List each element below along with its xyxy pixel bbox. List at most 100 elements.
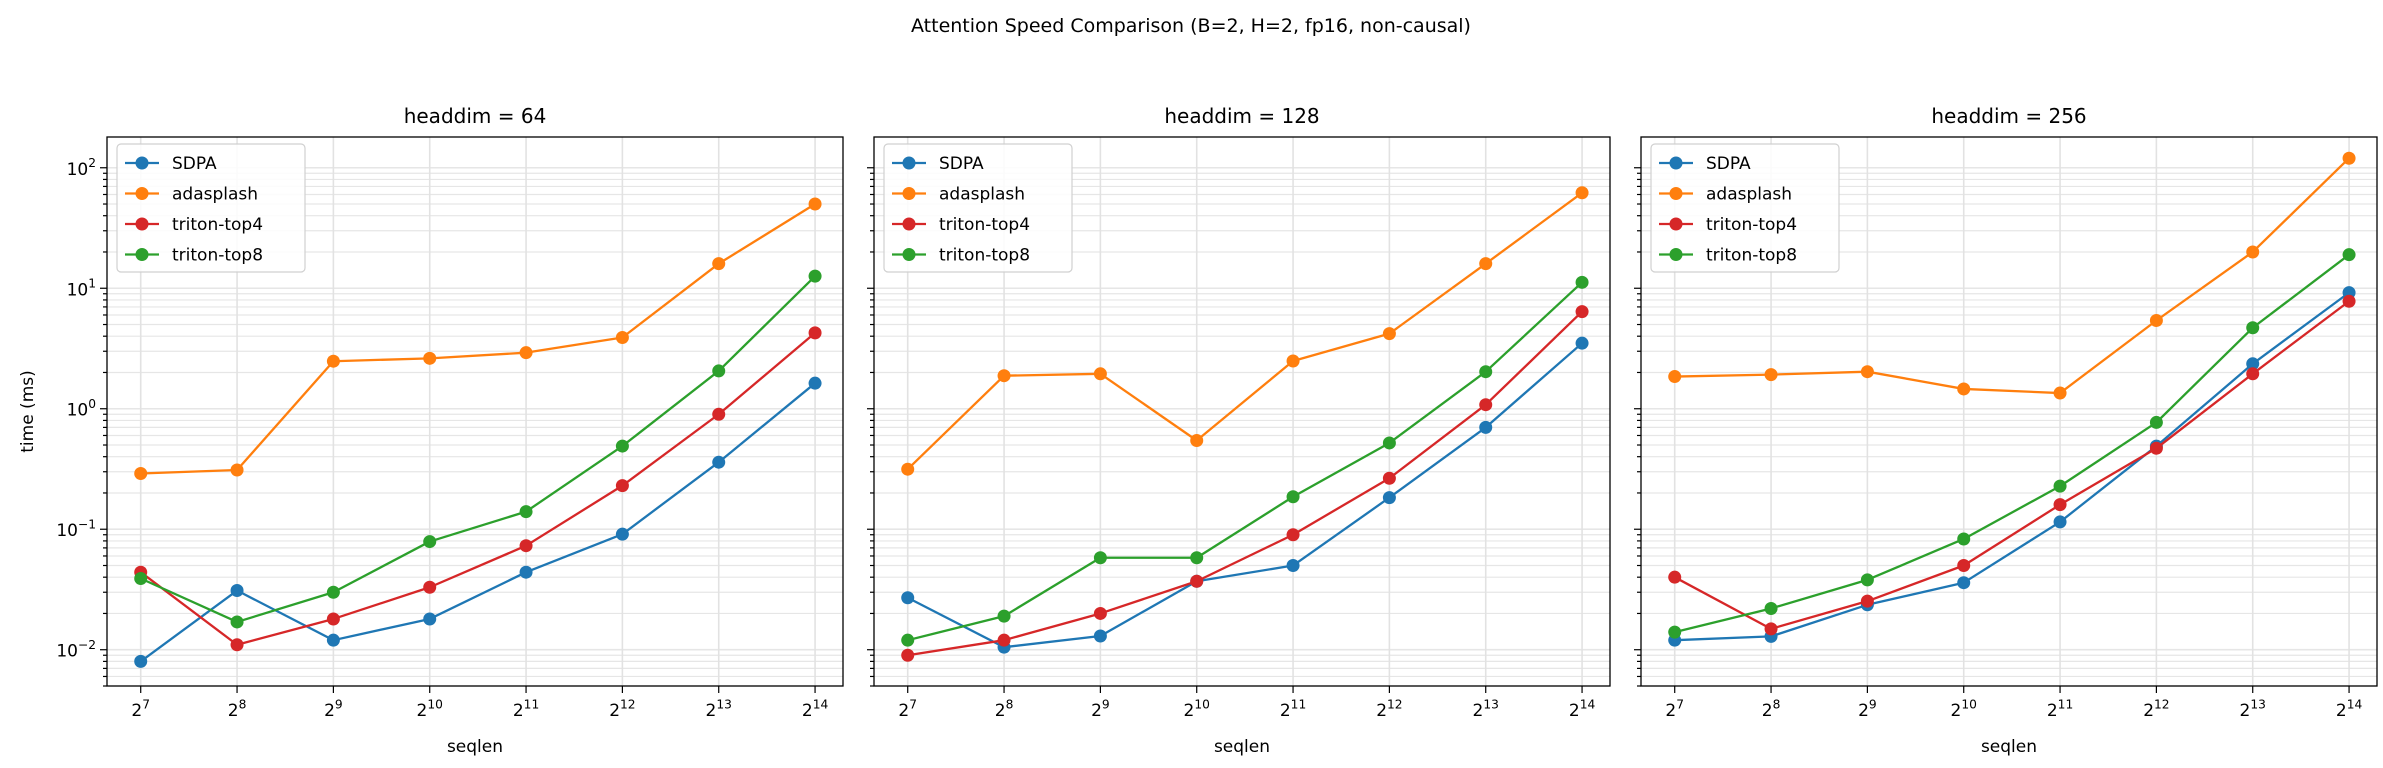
data-point xyxy=(1764,601,1778,615)
data-point xyxy=(615,527,629,541)
data-point xyxy=(1190,551,1204,565)
x-tick-label-exponent: 11 xyxy=(1291,697,1307,711)
x-tick-label-base: 2 xyxy=(1091,701,1102,721)
x-tick-label-base: 2 xyxy=(324,701,335,721)
y-tick-label: 10−2 xyxy=(56,638,96,662)
x-tick-label: 28 xyxy=(995,697,1014,721)
legend-label: triton-top4 xyxy=(1706,215,1797,235)
x-tick-label: 211 xyxy=(513,697,539,721)
x-tick-label: 29 xyxy=(1858,697,1877,721)
data-point xyxy=(326,585,340,599)
data-point xyxy=(326,612,340,626)
series-adasplash xyxy=(1668,151,2356,400)
x-tick-label-exponent: 10 xyxy=(1961,697,1977,711)
y-tick-label-base: 10 xyxy=(67,160,89,180)
x-axis-label: seqlen xyxy=(1214,737,1270,757)
data-point xyxy=(1957,576,1971,590)
x-tick-label: 29 xyxy=(1091,697,1110,721)
x-tick-label-exponent: 12 xyxy=(1387,697,1403,711)
data-point xyxy=(423,535,437,549)
x-tick-label-base: 2 xyxy=(1376,701,1387,721)
series-line xyxy=(140,275,816,624)
series-triton-top4 xyxy=(901,305,1589,662)
x-tick-label-base: 2 xyxy=(609,701,620,721)
y-tick-label: 102 xyxy=(67,156,96,180)
x-tick-label-exponent: 13 xyxy=(1483,697,1499,711)
legend-label: adasplash xyxy=(1706,185,1792,205)
data-point xyxy=(230,584,244,598)
y-tick-label-base: 10 xyxy=(56,521,78,541)
subplot-1: 27 28 29 210 211 212 213 21410−210−1100101102he… xyxy=(18,104,844,757)
data-point xyxy=(2342,151,2356,165)
data-point xyxy=(901,633,915,647)
data-point xyxy=(2246,245,2260,259)
series-SDPA xyxy=(1668,286,2356,647)
data-point xyxy=(1764,368,1778,382)
data-point xyxy=(2342,248,2356,262)
x-tick-label-exponent: 9 xyxy=(335,697,343,711)
x-tick-label: 211 xyxy=(2047,697,2073,721)
data-point xyxy=(230,463,244,477)
legend-marker xyxy=(902,217,916,231)
data-point xyxy=(1479,398,1493,412)
x-tick-label: 213 xyxy=(1473,697,1499,721)
y-tick-label-base: 10 xyxy=(56,642,78,662)
series-line xyxy=(1674,253,2350,634)
x-tick-label: 211 xyxy=(1280,697,1306,721)
x-tick-label: 29 xyxy=(324,697,343,721)
x-tick-label-base: 2 xyxy=(2336,701,2347,721)
x-tick-label-base: 2 xyxy=(1762,701,1773,721)
y-tick-label-base: 10 xyxy=(67,280,89,300)
series-line xyxy=(906,191,1583,471)
y-tick-label-exponent: 0 xyxy=(88,397,96,411)
data-point xyxy=(808,269,822,283)
data-point xyxy=(1860,594,1874,608)
x-tick-label-base: 2 xyxy=(1473,701,1484,721)
legend-label: SDPA xyxy=(1706,154,1751,174)
legend-marker xyxy=(135,187,149,200)
data-point xyxy=(2053,386,2067,400)
x-tick-label-exponent: 14 xyxy=(2347,697,2363,711)
axes-frame xyxy=(106,136,844,687)
x-tick-label-exponent: 12 xyxy=(2154,697,2170,711)
data-point xyxy=(1668,625,1682,639)
x-tick-label: 212 xyxy=(2143,697,2169,721)
y-tick-label-exponent: −1 xyxy=(78,518,96,532)
data-point xyxy=(1190,434,1204,448)
x-tick-label-base: 2 xyxy=(2240,701,2251,721)
data-point xyxy=(519,539,533,553)
x-tick-label-base: 2 xyxy=(2143,701,2154,721)
x-tick-label: 214 xyxy=(2336,697,2363,721)
data-point xyxy=(1575,336,1589,350)
data-point xyxy=(997,633,1011,647)
x-tick-label-exponent: 9 xyxy=(1869,697,1877,711)
x-tick-label: 27 xyxy=(131,697,150,721)
data-point xyxy=(1957,559,1971,573)
x-tick-label-base: 2 xyxy=(513,701,524,721)
legend-label: triton-top8 xyxy=(172,246,263,266)
x-tick-label-exponent: 14 xyxy=(1580,697,1596,711)
data-point xyxy=(519,565,533,579)
x-tick-label: 28 xyxy=(1762,697,1781,721)
data-point xyxy=(1575,186,1589,200)
data-point xyxy=(1093,629,1107,643)
x-axis-label: seqlen xyxy=(1981,737,2037,757)
x-tick-label-base: 2 xyxy=(417,701,428,721)
data-point xyxy=(1190,574,1204,588)
x-tick-label-exponent: 12 xyxy=(620,697,636,711)
x-tick-label-base: 2 xyxy=(995,701,1006,721)
series-triton-top8 xyxy=(1668,248,2356,639)
data-point xyxy=(901,648,915,662)
data-point xyxy=(615,439,629,453)
series-line xyxy=(140,203,816,475)
data-point xyxy=(2246,321,2260,335)
subplot-title: headdim = 64 xyxy=(404,104,547,128)
x-tick-label: 210 xyxy=(1951,697,1977,721)
data-point xyxy=(1286,528,1300,542)
x-tick-label-base: 2 xyxy=(1858,701,1869,721)
x-tick-label-exponent: 10 xyxy=(427,697,443,711)
data-point xyxy=(423,612,437,626)
data-point xyxy=(2342,294,2356,308)
